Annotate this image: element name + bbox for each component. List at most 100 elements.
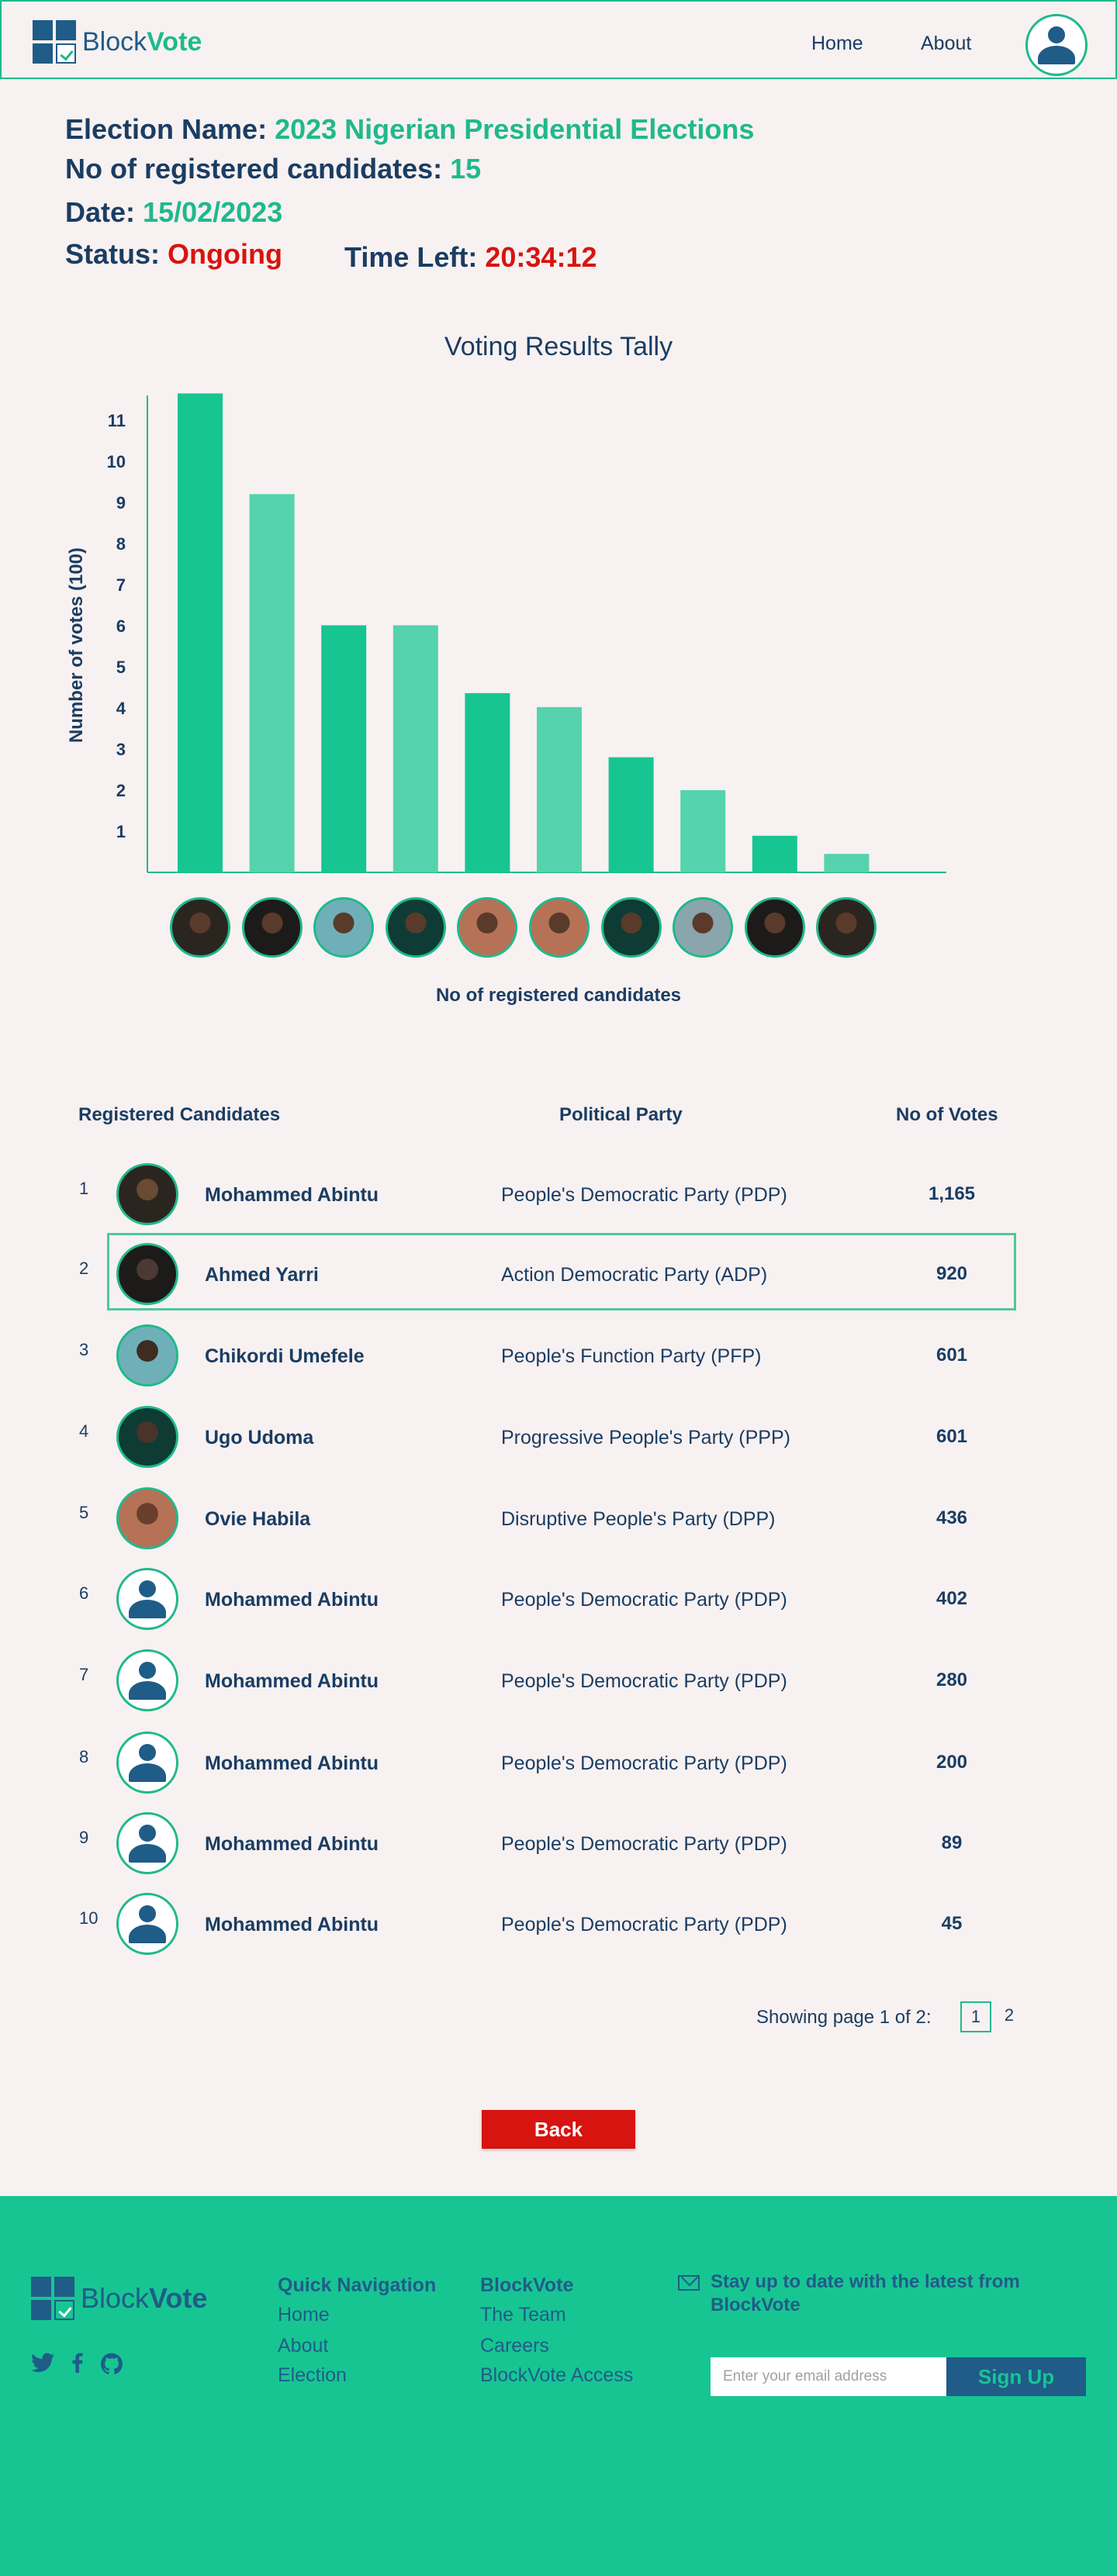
candidate-photo bbox=[116, 1163, 178, 1225]
newsletter-text: Stay up to date with the latest from Blo… bbox=[711, 2271, 1020, 2315]
candidate-photo bbox=[116, 1406, 178, 1468]
row-number: 4 bbox=[79, 1421, 89, 1441]
y-tick-label: 11 bbox=[108, 411, 126, 430]
candidate-votes: 601 bbox=[935, 1345, 968, 1366]
row-number: 2 bbox=[79, 1259, 89, 1278]
candidate-name[interactable]: Mohammed Abintu bbox=[205, 1670, 379, 1692]
candidate-name[interactable]: Mohammed Abintu bbox=[205, 1184, 379, 1206]
y-tick-label: 7 bbox=[116, 575, 126, 595]
row-number: 9 bbox=[79, 1828, 89, 1847]
row-number: 7 bbox=[79, 1665, 89, 1684]
candidate-photo-3[interactable] bbox=[313, 897, 375, 958]
y-tick-label: 9 bbox=[116, 493, 126, 513]
signup-button[interactable]: Sign Up bbox=[946, 2357, 1086, 2396]
logo[interactable]: BlockVote bbox=[33, 20, 202, 64]
github-icon[interactable] bbox=[100, 2353, 123, 2380]
candidate-party: Action Democratic Party (ADP) bbox=[501, 1264, 768, 1286]
candidate-votes: 45 bbox=[941, 1913, 963, 1934]
quick-nav-heading: Quick Navigation bbox=[278, 2274, 437, 2296]
back-button[interactable]: Back bbox=[482, 2110, 635, 2149]
nav-about-link[interactable]: About bbox=[921, 33, 972, 54]
candidate-name[interactable]: Chikordi Umefele bbox=[205, 1345, 365, 1367]
candidate-name[interactable]: Ugo Udoma bbox=[205, 1427, 314, 1449]
top-nav: BlockVote Home About bbox=[0, 0, 1117, 79]
person-icon bbox=[116, 1732, 178, 1794]
page-2-button[interactable]: 2 bbox=[1004, 2005, 1015, 2025]
candidate-photo-1[interactable] bbox=[170, 897, 230, 958]
candidate-name[interactable]: Mohammed Abintu bbox=[205, 1589, 379, 1611]
bar-4 bbox=[393, 625, 438, 872]
y-tick-label: 4 bbox=[116, 699, 126, 718]
candidate-photo-4[interactable] bbox=[385, 897, 446, 958]
footer: BlockVote Quick Navigation Home About El… bbox=[0, 2196, 1117, 2576]
candidate-votes: 89 bbox=[941, 1832, 963, 1853]
header-votes: No of Votes bbox=[896, 1104, 998, 1125]
footer-access-link[interactable]: BlockVote Access bbox=[480, 2364, 634, 2386]
bar-10 bbox=[824, 854, 870, 872]
candidate-party: Progressive People's Party (PPP) bbox=[501, 1427, 790, 1449]
candidate-votes: 200 bbox=[935, 1752, 968, 1773]
header-party: Political Party bbox=[559, 1104, 683, 1125]
mail-icon bbox=[678, 2275, 700, 2291]
bar-1 bbox=[178, 393, 223, 873]
footer-careers-link[interactable]: Careers bbox=[480, 2335, 549, 2357]
table-row-selected[interactable] bbox=[107, 1233, 1016, 1310]
footer-logo-text: BlockVote bbox=[81, 2282, 208, 2314]
page-1-button[interactable]: 1 bbox=[960, 2001, 991, 2032]
person-icon bbox=[116, 1893, 178, 1955]
candidate-photo-7[interactable] bbox=[600, 897, 662, 958]
candidate-name[interactable]: Mohammed Abintu bbox=[205, 1833, 379, 1855]
candidate-party: People's Democratic Party (PDP) bbox=[501, 1589, 787, 1611]
candidate-photo-8[interactable] bbox=[673, 897, 734, 958]
candidate-name[interactable]: Ovie Habila bbox=[205, 1508, 311, 1530]
footer-logo[interactable]: BlockVote bbox=[31, 2277, 207, 2320]
row-number: 10 bbox=[79, 1908, 99, 1928]
y-tick-label: 6 bbox=[116, 616, 126, 636]
candidate-party: People's Democratic Party (PDP) bbox=[501, 1184, 787, 1206]
candidate-photo bbox=[116, 1324, 178, 1386]
candidate-photo-5[interactable] bbox=[457, 897, 518, 958]
email-input[interactable] bbox=[711, 2357, 946, 2396]
bar-8 bbox=[680, 789, 726, 872]
bar-2 bbox=[249, 494, 295, 872]
candidate-photo-9[interactable] bbox=[744, 897, 805, 958]
candidate-name[interactable]: Ahmed Yarri bbox=[205, 1264, 319, 1286]
y-tick-label: 8 bbox=[116, 534, 126, 554]
y-tick-label: 3 bbox=[116, 740, 126, 759]
footer-team-link[interactable]: The Team bbox=[480, 2304, 566, 2326]
candidate-votes: 601 bbox=[935, 1426, 968, 1447]
candidate-party: People's Democratic Party (PDP) bbox=[501, 1914, 787, 1935]
facebook-icon[interactable] bbox=[71, 2353, 84, 2378]
logo-text: BlockVote bbox=[82, 26, 202, 57]
row-number: 1 bbox=[79, 1179, 89, 1198]
candidate-photo-2[interactable] bbox=[241, 897, 303, 958]
twitter-icon[interactable] bbox=[31, 2353, 54, 2378]
user-avatar-button[interactable] bbox=[1025, 14, 1088, 76]
candidate-votes: 402 bbox=[935, 1588, 968, 1609]
nav-home-link[interactable]: Home bbox=[811, 33, 863, 54]
candidate-name[interactable]: Mohammed Abintu bbox=[205, 1752, 379, 1774]
footer-about-link[interactable]: About bbox=[278, 2335, 329, 2357]
candidate-votes: 920 bbox=[935, 1263, 968, 1284]
candidate-photo-10[interactable] bbox=[816, 897, 877, 958]
bar-3 bbox=[321, 625, 367, 872]
candidate-photo-6[interactable] bbox=[529, 897, 590, 958]
candidate-party: People's Democratic Party (PDP) bbox=[501, 1833, 787, 1855]
candidate-photo bbox=[116, 1487, 178, 1549]
time-left: Time Left: 20:34:12 bbox=[344, 241, 597, 273]
candidate-name[interactable]: Mohammed Abintu bbox=[205, 1914, 379, 1935]
election-date: Date: 15/02/2023 bbox=[65, 196, 283, 228]
logo-icon bbox=[33, 20, 76, 64]
bar-6 bbox=[537, 706, 582, 872]
logo-icon bbox=[31, 2277, 74, 2320]
voting-results-chart: 1 2 3 4 5 6 7 8 9 10 11 Number of votes (100) bbox=[66, 393, 946, 873]
person-icon bbox=[116, 1649, 178, 1711]
candidate-party: People's Democratic Party (PDP) bbox=[501, 1670, 787, 1692]
candidate-party: People's Function Party (PFP) bbox=[501, 1345, 762, 1367]
header-candidates: Registered Candidates bbox=[78, 1104, 281, 1125]
person-icon bbox=[116, 1568, 178, 1630]
candidate-party: Disruptive People's Party (DPP) bbox=[501, 1508, 776, 1530]
footer-home-link[interactable]: Home bbox=[278, 2304, 330, 2326]
footer-election-link[interactable]: Election bbox=[278, 2364, 347, 2386]
y-tick-label: 2 bbox=[116, 781, 126, 800]
